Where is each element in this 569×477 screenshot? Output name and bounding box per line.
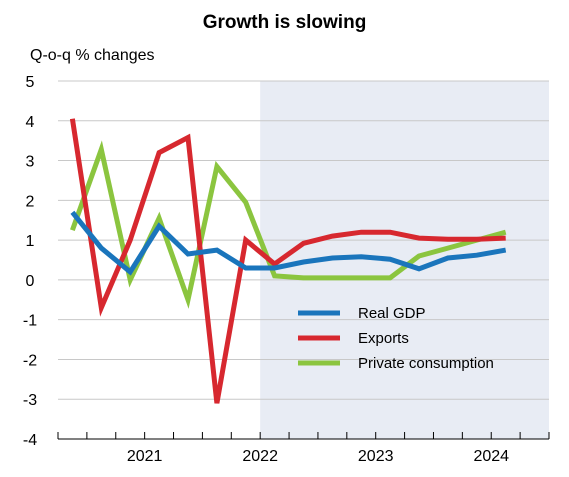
series-line-exports <box>69 118 506 404</box>
y-tick-label: -4 <box>23 432 37 449</box>
y-tick-label: 0 <box>26 273 35 290</box>
x-tick-label: 2022 <box>242 448 278 465</box>
y-tick-label: -3 <box>23 392 37 409</box>
chart-title: Growth is slowing <box>202 12 367 33</box>
legend-label: Real GDP <box>358 305 426 322</box>
legend-label: Exports <box>358 330 409 347</box>
y-tick-label: 1 <box>26 233 35 250</box>
y-tick-label: 3 <box>26 154 35 171</box>
y-tick-label: -2 <box>23 352 37 369</box>
x-tick-label: 2023 <box>358 448 394 465</box>
y-tick-label: 5 <box>26 74 35 91</box>
x-tick-label: 2021 <box>127 448 163 465</box>
y-axis-label: Q-o-q % changes <box>30 47 155 64</box>
y-tick-label: 2 <box>26 193 35 210</box>
series-line-real-gdp <box>70 210 507 276</box>
y-tick-label: 4 <box>26 114 35 131</box>
legend-label: Private consumption <box>358 355 494 372</box>
x-tick-label: 2024 <box>473 448 509 465</box>
y-tick-label: -1 <box>23 313 37 330</box>
